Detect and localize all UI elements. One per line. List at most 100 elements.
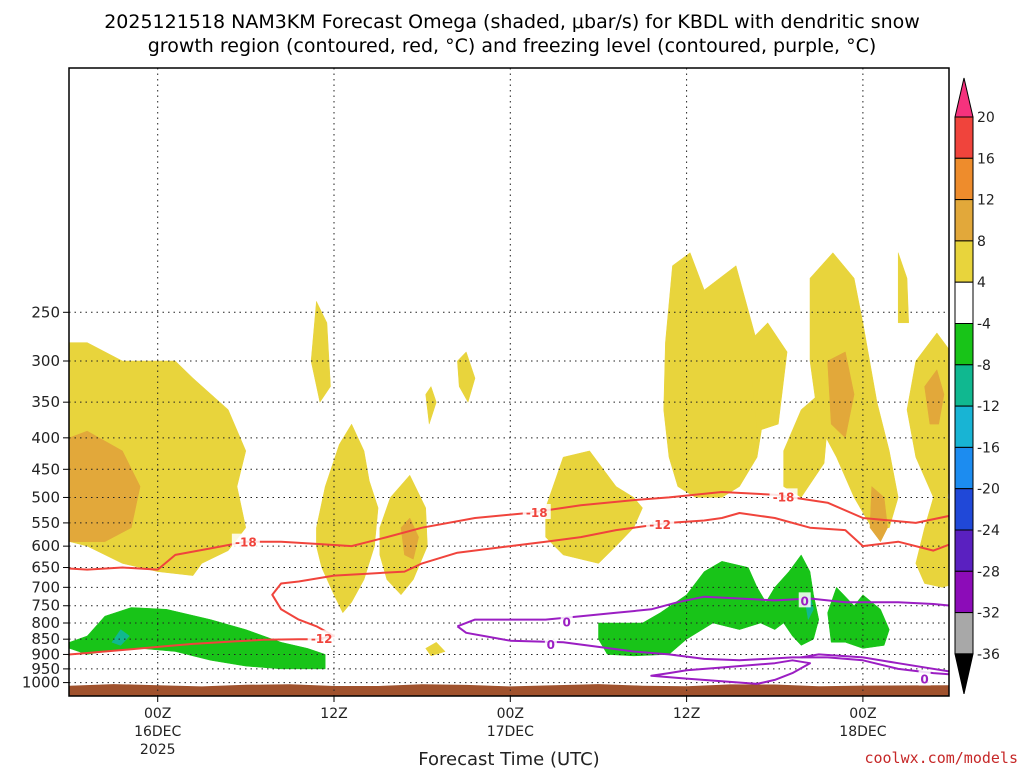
colorbar-swatch: [954, 446, 974, 490]
contour-label: -18: [235, 536, 257, 550]
colorbar-label: 16: [977, 151, 995, 167]
contour-label-bg: [560, 613, 573, 629]
contour-label: -12: [311, 632, 333, 646]
contour-line-4: [650, 659, 811, 685]
colorbar-swatch: [954, 116, 974, 159]
contour-label: 0: [920, 673, 928, 687]
contour-line-2: [457, 595, 949, 628]
y-tick-label: 500: [31, 488, 60, 506]
y-tick-label: 850: [31, 630, 60, 648]
colorbar-label: 8: [977, 234, 986, 250]
colorbar-label: -24: [977, 523, 1000, 539]
credit-text: coolwx.com/models: [864, 749, 1018, 767]
omega-region-2: [310, 300, 331, 403]
colorbar: 20 16 12 8 4 -4 -8 -12 -16 -20 -24 -28 -32 -36: [954, 77, 1000, 695]
colorbar-swatch: [954, 570, 974, 614]
colorbar-swatch: [954, 364, 974, 407]
contour-label-bg: [918, 670, 931, 686]
omega-region-21: [598, 554, 820, 657]
contour-label: -18: [526, 506, 548, 520]
omega-region-18: [924, 369, 945, 425]
chart-title-line1: 2025121518 NAM3KM Forecast Omega (shaded…: [104, 11, 920, 33]
omega-shading: [69, 252, 949, 670]
contour-label-bg: [769, 488, 798, 504]
colorbar-label: -8: [977, 358, 991, 374]
colorbar-swatch: [954, 281, 974, 325]
colorbar-swatch: [954, 488, 974, 531]
omega-region-6: [425, 385, 437, 425]
y-tick-label: 650: [31, 559, 60, 577]
colorbar-swatch: [954, 199, 974, 242]
y-tick-label: 450: [31, 460, 60, 478]
y-tick-label: 400: [31, 429, 60, 447]
omega-region-8: [425, 641, 446, 657]
contour-label-bg: [231, 533, 260, 549]
y-tick-label: 550: [31, 514, 60, 532]
omega-region-13: [809, 252, 899, 528]
omega-region-12: [783, 393, 828, 498]
terrain-surface: [69, 684, 949, 696]
contour-line-0: [69, 491, 949, 571]
x-tick-label: 16DEC: [134, 724, 181, 740]
x-axis-label: Forecast Time (UTC): [418, 749, 599, 768]
contour-label-bg: [544, 635, 557, 651]
temperature-contours: [69, 491, 949, 685]
omega-region-11: [748, 322, 788, 432]
x-tick-label: 2025: [140, 742, 176, 758]
chart-title-line2: growth region (contoured, red, °C) and f…: [148, 35, 877, 57]
x-tick-label: 12Z: [673, 706, 700, 722]
terrain: [69, 684, 949, 696]
x-tick-label: 12Z: [320, 706, 347, 722]
colorbar-bottom-arrow: [954, 653, 974, 695]
x-tick-label: 00Z: [497, 706, 524, 722]
colorbar-swatch: [954, 240, 974, 283]
contour-label-bg: [522, 503, 551, 519]
omega-region-10: [663, 252, 767, 498]
y-tick-label: 700: [31, 578, 60, 596]
contour-line-5: [801, 653, 949, 673]
colorbar-label: -32: [977, 606, 1000, 622]
colorbar-top-arrow: [954, 77, 974, 118]
contour-label-bg: [798, 592, 811, 608]
y-tick-label: 900: [31, 645, 60, 663]
contour-label: -12: [649, 518, 671, 532]
contour-line-1: [69, 512, 949, 656]
colorbar-swatch: [954, 323, 974, 366]
y-tick-label: 800: [31, 614, 60, 632]
y-tick-label: 300: [31, 352, 60, 370]
contour-label: 0: [547, 638, 555, 652]
omega-region-16: [897, 252, 909, 324]
omega-region-14: [827, 351, 855, 439]
contour-label-bg: [307, 630, 336, 646]
colorbar-label: -12: [977, 399, 1000, 415]
contour-label-bg: [646, 515, 675, 531]
colorbar-swatch: [954, 157, 974, 201]
gridlines: [69, 68, 949, 696]
omega-region-20: [111, 629, 130, 646]
colorbar-label: 20: [977, 110, 995, 126]
colorbar-label: -20: [977, 482, 1000, 498]
colorbar-label: -16: [977, 440, 1000, 456]
x-tick-label: 00Z: [144, 706, 171, 722]
omega-region-1: [69, 430, 141, 542]
colorbar-label: -28: [977, 564, 1000, 580]
colorbar-swatch: [954, 612, 974, 655]
omega-region-7: [457, 351, 476, 403]
y-tick-label: 750: [31, 597, 60, 615]
contour-label: 0: [563, 615, 571, 629]
y-tick-label: 250: [31, 303, 60, 321]
x-tick-label: 17DEC: [487, 724, 534, 740]
contour-label: 0: [801, 594, 809, 608]
y-tick-label: 350: [31, 393, 60, 411]
y-axis-ticks: 250 300 350 400 450 500 550 600 6507007508008509…: [22, 303, 69, 692]
colorbar-label: 4: [977, 275, 986, 291]
omega-region-9: [545, 450, 643, 564]
colorbar-label: 12: [977, 193, 995, 209]
x-tick-label: 18DEC: [839, 724, 886, 740]
y-tick-label: 600: [31, 537, 60, 555]
colorbar-swatch: [954, 529, 974, 572]
omega-region-15: [869, 485, 888, 543]
colorbar-swatch: [954, 405, 974, 448]
